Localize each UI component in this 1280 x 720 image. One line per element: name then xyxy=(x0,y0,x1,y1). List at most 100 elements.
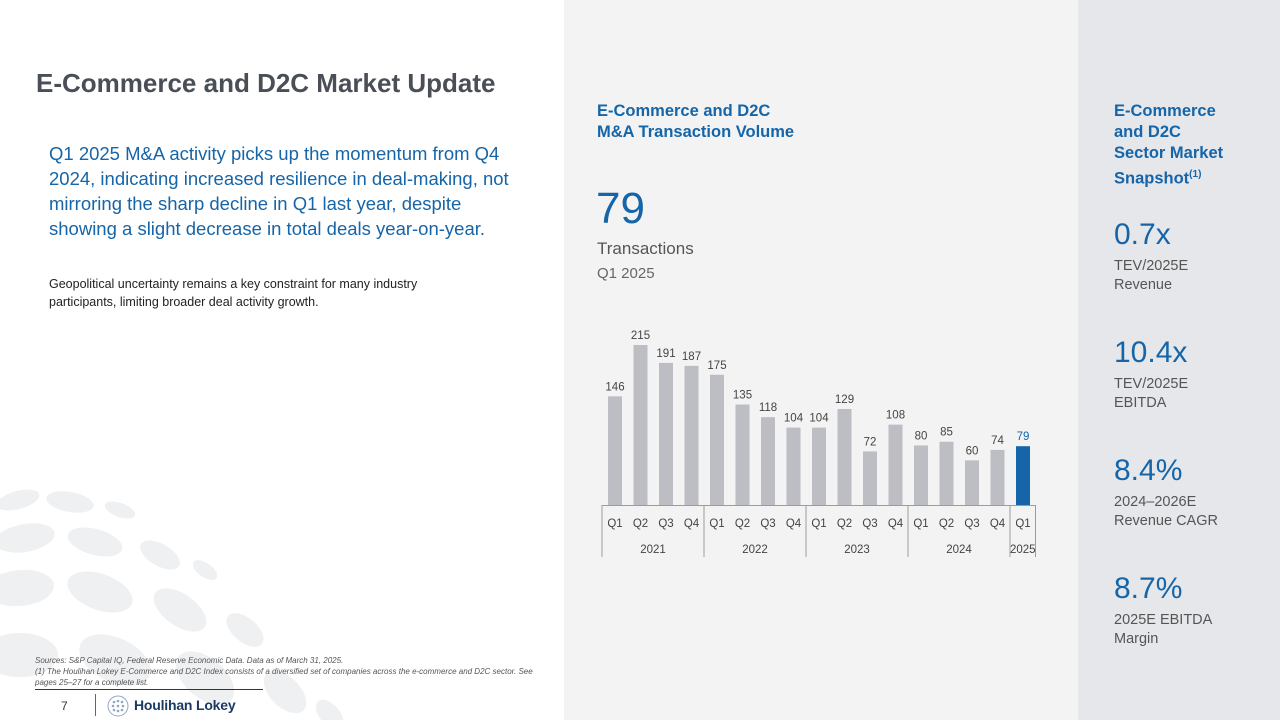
metric-tev-ebitda: 10.4x TEV/2025E EBITDA xyxy=(1114,336,1254,413)
data-label: 104 xyxy=(809,413,829,425)
bar xyxy=(863,451,877,505)
metric-value: 0.7x xyxy=(1114,218,1171,251)
category-label: Q4 xyxy=(990,518,1006,530)
snapshot-title-footnote: (1) xyxy=(1189,169,1202,180)
category-label: Q3 xyxy=(658,518,673,530)
transactions-period: Q1 2025 xyxy=(597,265,655,282)
group-label: 2025 xyxy=(1010,544,1036,556)
bar xyxy=(786,427,801,505)
footer-rule xyxy=(35,689,263,690)
transaction-volume-chart: 146 Q1 215 Q2 191 Q3 187 Q4 175 Q1 135 Q2 118 Q3 104 Q4… xyxy=(601,330,1036,557)
category-label: Q3 xyxy=(760,518,775,530)
decorative-dots xyxy=(0,489,344,720)
bar xyxy=(914,445,928,505)
data-label: 187 xyxy=(682,351,701,363)
data-label: 79 xyxy=(1017,431,1030,443)
metric-label: TEV/2025E EBITDA xyxy=(1114,375,1254,413)
snapshot-title-last: Snapshot xyxy=(1114,169,1190,188)
data-label: 129 xyxy=(835,394,854,406)
bar xyxy=(888,424,903,505)
bar xyxy=(659,362,673,505)
category-label: Q2 xyxy=(837,518,852,530)
category-label: Q1 xyxy=(607,518,622,530)
bar xyxy=(965,460,979,505)
data-label: 74 xyxy=(991,435,1004,447)
bar xyxy=(812,427,826,505)
houlihan-lokey-logo-icon xyxy=(107,695,129,717)
metric-value: 8.4% xyxy=(1114,454,1183,487)
bar xyxy=(1016,446,1030,505)
footnotes: Sources: S&P Capital IQ, Federal Reserve… xyxy=(35,655,555,688)
category-label: Q4 xyxy=(888,518,904,530)
category-label: Q3 xyxy=(964,518,979,530)
metric-label: 2025E EBITDA Margin xyxy=(1114,611,1254,649)
category-label: Q4 xyxy=(684,518,700,530)
data-label: 191 xyxy=(656,348,675,360)
bar xyxy=(710,374,724,505)
bar xyxy=(939,441,954,505)
metric-label: 2024–2026E Revenue CAGR xyxy=(1114,493,1254,531)
metric-label: TEV/2025E Revenue xyxy=(1114,257,1254,295)
logo-wordmark: Houlihan Lokey xyxy=(134,697,236,713)
group-label: 2022 xyxy=(742,544,768,556)
metric-label-line1: TEV/2025E xyxy=(1114,258,1189,274)
footnote-index: (1) The Houlihan Lokey E-Commerce and D2… xyxy=(35,667,533,687)
body-paragraph: Geopolitical uncertainty remains a key c… xyxy=(49,277,418,309)
data-label: 108 xyxy=(886,410,905,422)
data-label: 85 xyxy=(940,427,953,439)
group-label: 2023 xyxy=(844,544,870,556)
snapshot-title-line1: E-Commerce xyxy=(1114,102,1216,120)
footer-divider xyxy=(95,694,96,716)
category-label: Q1 xyxy=(709,518,724,530)
category-label: Q2 xyxy=(939,518,954,530)
metric-label-line2: Revenue CAGR xyxy=(1114,513,1218,529)
volume-title-line1: E-Commerce and D2C xyxy=(597,102,771,120)
page-title: E-Commerce and D2C Market Update xyxy=(36,68,496,98)
metric-label-line2: Revenue xyxy=(1114,277,1173,293)
data-label: 72 xyxy=(864,436,877,448)
data-label: 146 xyxy=(605,381,624,393)
page-number: 7 xyxy=(61,699,68,713)
transactions-label: Transactions xyxy=(597,239,694,258)
footnote-sources: Sources: S&P Capital IQ, Federal Reserve… xyxy=(35,656,344,665)
metric-label-line2: Margin xyxy=(1114,631,1159,647)
volume-title-line2: M&A Transaction Volume xyxy=(597,123,795,141)
metric-value: 10.4x xyxy=(1114,336,1188,369)
metric-revenue-cagr: 8.4% 2024–2026E Revenue CAGR xyxy=(1114,454,1254,531)
data-label: 175 xyxy=(707,360,726,372)
right-panel xyxy=(1078,0,1280,720)
metric-label-line1: 2024–2026E xyxy=(1114,494,1197,510)
category-label: Q1 xyxy=(811,518,826,530)
lead-paragraph: Q1 2025 M&A activity picks up the moment… xyxy=(49,143,509,239)
metric-label-line2: EBITDA xyxy=(1114,395,1167,411)
category-label: Q3 xyxy=(862,518,877,530)
data-label: 104 xyxy=(784,413,804,425)
group-label: 2021 xyxy=(640,544,666,556)
category-label: Q2 xyxy=(633,518,648,530)
snapshot-title-line2: and D2C xyxy=(1114,123,1181,141)
category-label: Q1 xyxy=(1015,518,1030,530)
volume-title: E-Commerce and D2C M&A Transaction Volum… xyxy=(597,101,794,143)
category-label: Q1 xyxy=(913,518,928,530)
metric-label-line1: 2025E EBITDA xyxy=(1114,612,1213,628)
data-label: 215 xyxy=(631,330,650,342)
bar xyxy=(608,396,622,505)
snapshot-title-line4: Snapshot(1) xyxy=(1114,164,1223,190)
bar xyxy=(837,409,852,505)
category-label: Q2 xyxy=(735,518,750,530)
snapshot-title-line3: Sector Market xyxy=(1114,144,1224,162)
bar xyxy=(684,365,699,505)
metric-value: 8.7% xyxy=(1114,572,1183,605)
data-label: 118 xyxy=(759,402,777,414)
middle-panel xyxy=(564,0,1078,720)
transactions-count: 79 xyxy=(596,184,645,233)
data-label: 60 xyxy=(966,445,979,457)
metric-tev-revenue: 0.7x TEV/2025E Revenue xyxy=(1114,218,1254,295)
group-label: 2024 xyxy=(946,544,972,556)
bar xyxy=(990,449,1005,505)
snapshot-title: E-Commerce and D2C Sector Market Snapsho… xyxy=(1114,101,1223,190)
metric-ebitda-margin: 8.7% 2025E EBITDA Margin xyxy=(1114,572,1254,649)
metric-label-line1: TEV/2025E xyxy=(1114,376,1189,392)
category-label: Q4 xyxy=(786,518,802,530)
bar xyxy=(633,345,648,505)
